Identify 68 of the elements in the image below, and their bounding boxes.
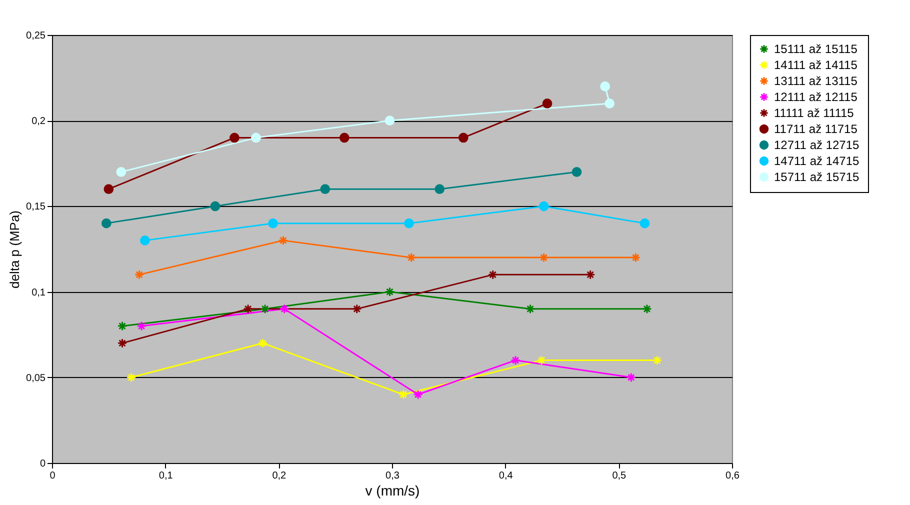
point xyxy=(320,184,330,194)
point xyxy=(136,321,146,331)
point xyxy=(488,270,498,280)
point xyxy=(406,252,416,262)
point xyxy=(404,218,414,228)
legend-label: 13111 až 13115 xyxy=(774,74,858,88)
point xyxy=(126,372,136,382)
point xyxy=(339,132,350,143)
point xyxy=(101,218,112,228)
x-tick-label: 0,5 xyxy=(612,470,627,482)
point xyxy=(116,167,126,177)
y-tick-label: 0,25 xyxy=(26,30,46,42)
point xyxy=(140,236,150,246)
point xyxy=(630,252,641,262)
y-tick-label: 0 xyxy=(40,458,46,470)
legend-label: 15111 až 15115 xyxy=(774,42,858,56)
y-tick-label: 0,05 xyxy=(26,372,46,384)
point xyxy=(413,390,423,400)
point xyxy=(458,132,468,143)
point xyxy=(510,355,520,366)
x-axis-title: v (mm/s) xyxy=(365,482,420,498)
legend-label: 15711 až 15715 xyxy=(774,170,860,184)
point xyxy=(260,304,270,314)
point xyxy=(600,81,610,92)
point xyxy=(538,201,549,212)
point xyxy=(352,304,362,314)
point xyxy=(384,286,395,297)
point xyxy=(642,304,652,314)
legend-label: 12111 až 12115 xyxy=(774,90,858,104)
point xyxy=(117,321,128,331)
point xyxy=(542,98,552,108)
point xyxy=(134,270,144,280)
point xyxy=(525,304,536,314)
legend-label: 11711 až 11715 xyxy=(774,122,858,136)
point xyxy=(538,252,549,262)
y-tick-label: 0,1 xyxy=(32,287,46,298)
point xyxy=(585,270,596,280)
point xyxy=(398,390,408,400)
y-tick-label: 0,15 xyxy=(26,202,46,213)
legend-label: 14711 až 14715 xyxy=(774,154,860,168)
x-tick-label: 0,1 xyxy=(158,470,174,482)
point xyxy=(243,304,253,314)
point xyxy=(384,116,395,126)
y-tick-label: 0,2 xyxy=(32,116,46,128)
point xyxy=(210,201,220,212)
point xyxy=(278,236,288,246)
x-tick-label: 0,2 xyxy=(272,470,287,482)
point xyxy=(572,167,582,177)
point xyxy=(652,355,662,366)
point xyxy=(104,184,114,194)
point xyxy=(230,132,240,143)
y-axis-title: delta p (MPa) xyxy=(7,210,22,289)
point xyxy=(604,98,615,108)
legend-label: 14111 až 14115 xyxy=(774,58,858,72)
point xyxy=(251,132,261,143)
point xyxy=(434,184,445,194)
legend-label: 12711 až 12715 xyxy=(774,138,860,152)
x-tick-label: 0 xyxy=(50,470,56,482)
point xyxy=(640,218,650,228)
point xyxy=(279,304,290,314)
point xyxy=(117,338,128,348)
legend-label: 11111 až 11115 xyxy=(774,106,854,120)
point xyxy=(626,372,636,382)
x-tick-label: 0,3 xyxy=(386,470,400,482)
point xyxy=(268,218,278,228)
x-tick-label: 0,4 xyxy=(498,470,514,482)
x-tick-label: 0,6 xyxy=(726,470,740,482)
point xyxy=(258,338,268,348)
